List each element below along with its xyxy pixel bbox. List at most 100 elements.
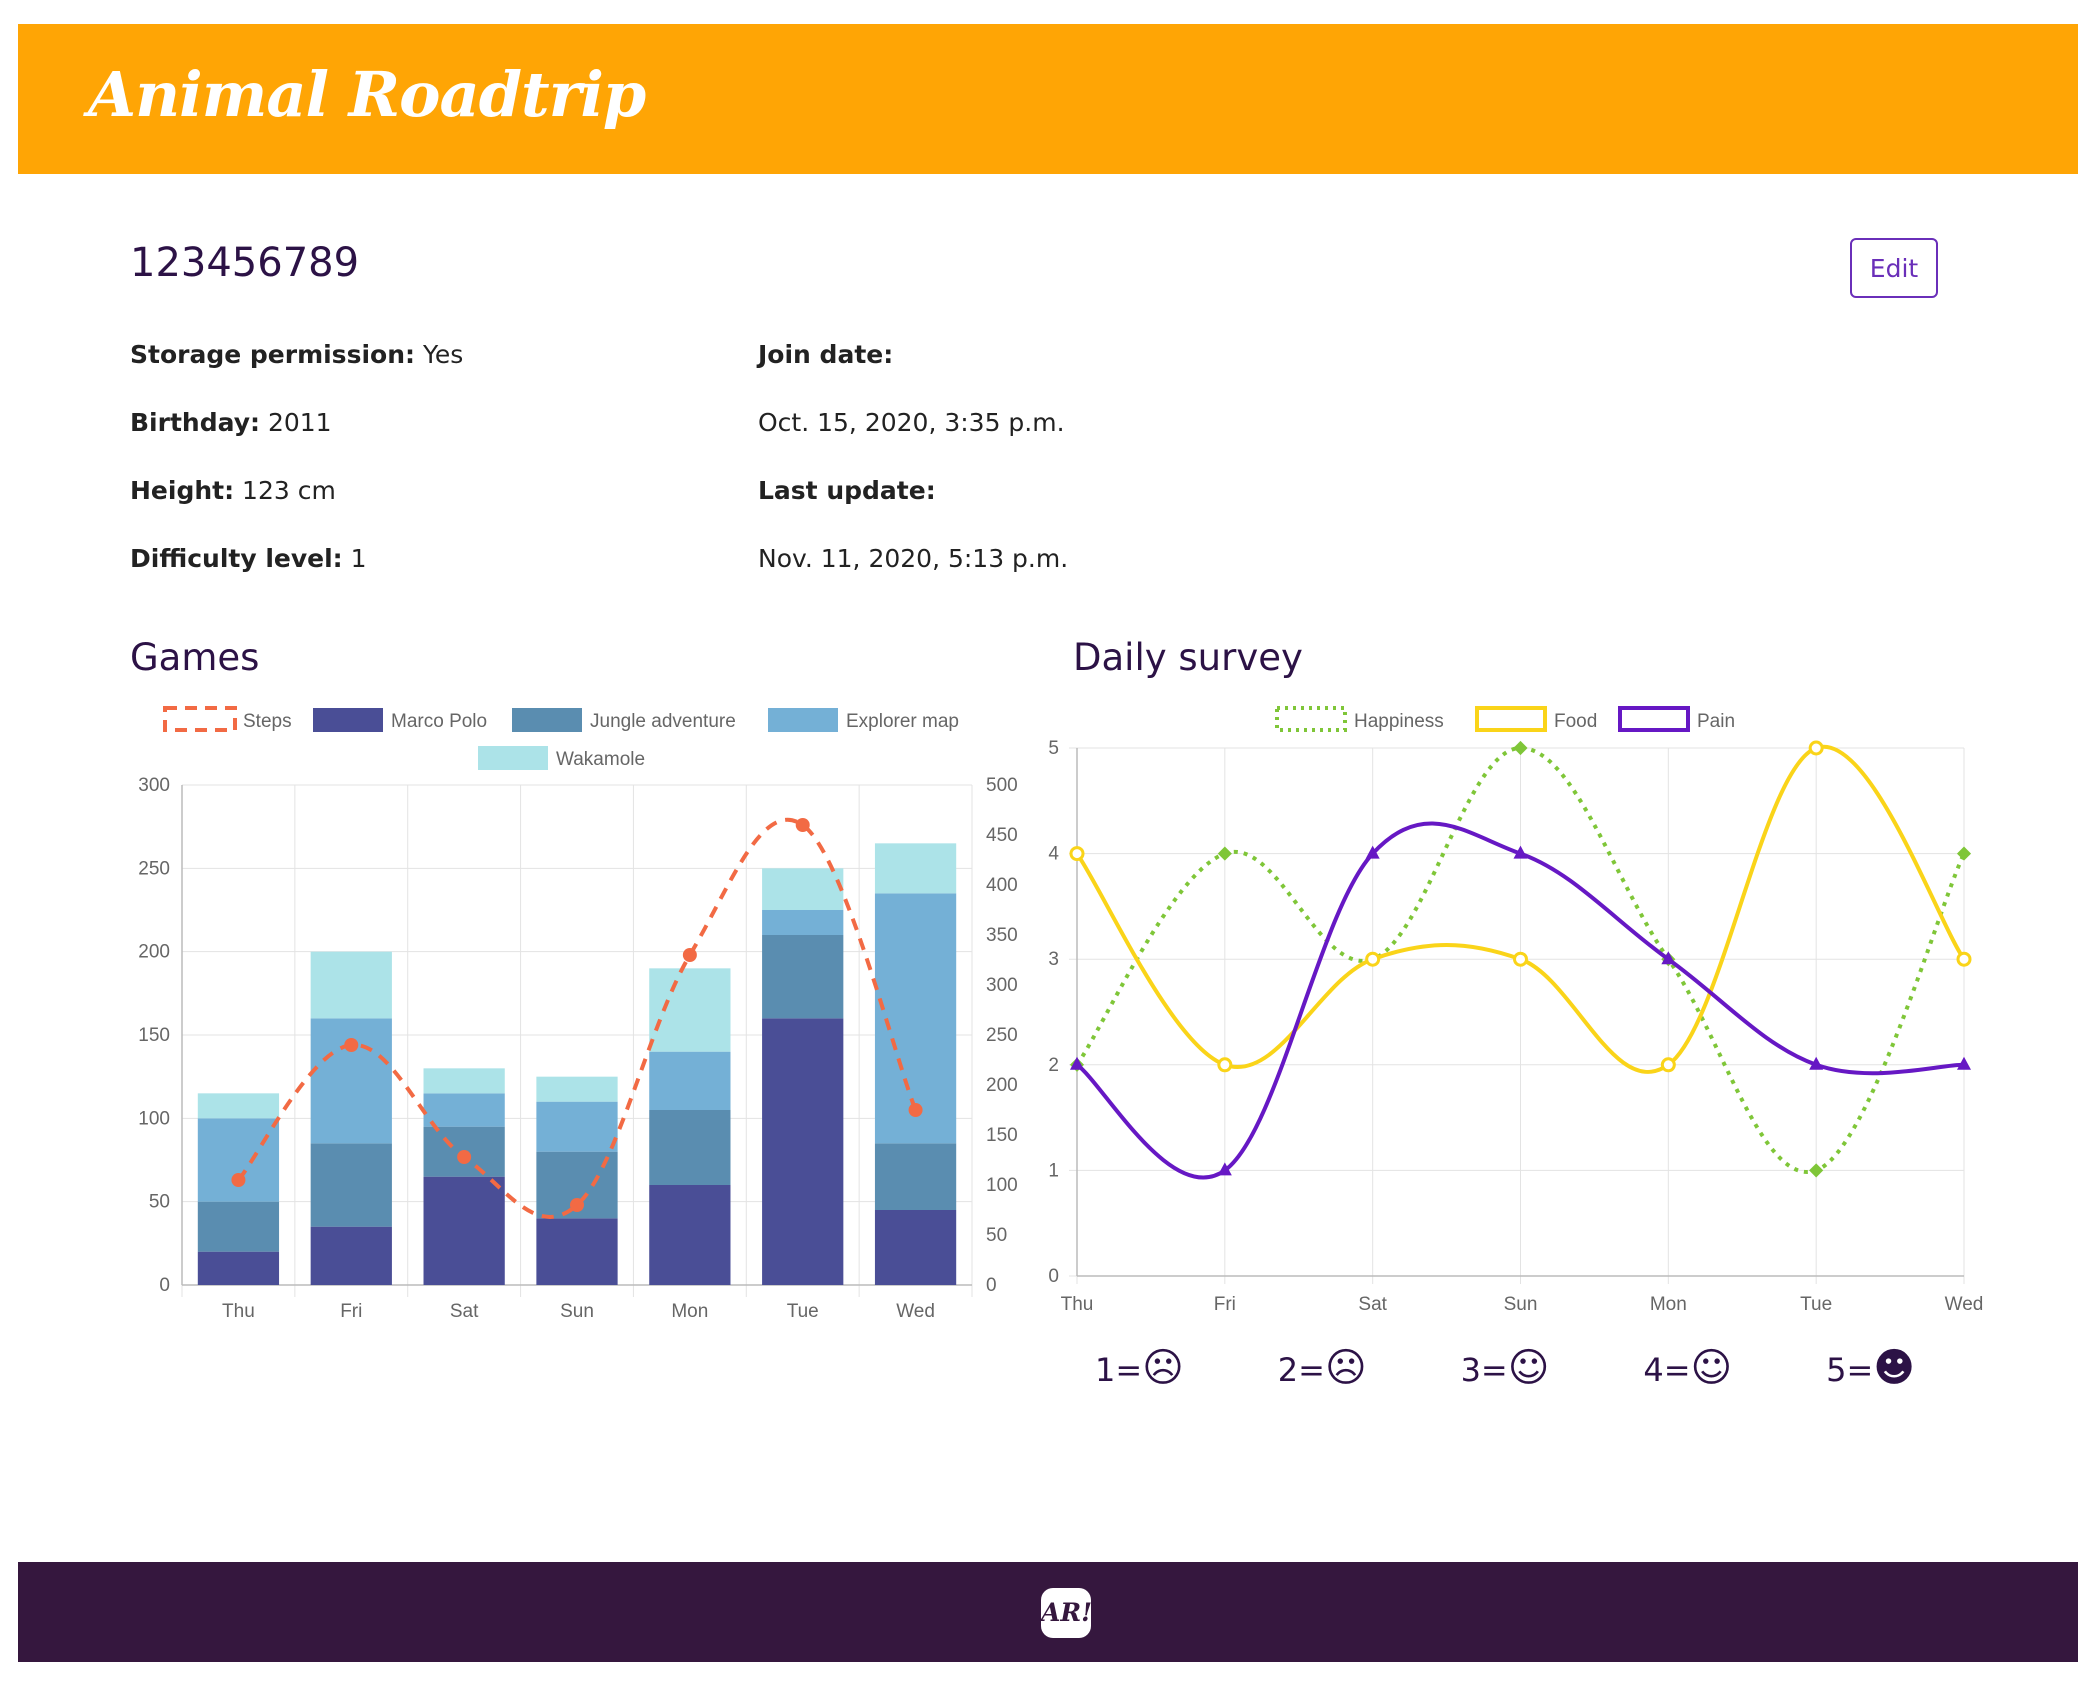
face-icon: ☻	[1873, 1345, 1915, 1391]
food-point	[1808, 740, 1824, 756]
storage-permission-value: Yes	[415, 340, 464, 369]
bar-jungle-adventure-tue	[762, 935, 844, 1019]
games-y2-tick: 50	[986, 1225, 1007, 1246]
food-point	[1365, 951, 1381, 967]
food-point	[1956, 951, 1972, 967]
games-y2-tick: 500	[986, 775, 1018, 796]
steps-point	[344, 1038, 359, 1052]
last-update-value: Nov. 11, 2020, 5:13 p.m.	[758, 544, 1069, 573]
bar-marco-polo-thu	[197, 1251, 280, 1285]
storage-permission-label: Storage permission:	[130, 340, 415, 369]
difficulty-value: 1	[342, 544, 367, 573]
games-x-tick: Sat	[450, 1301, 479, 1322]
legend-label: Wakamole	[556, 749, 645, 770]
scale-label: 3=	[1460, 1351, 1508, 1389]
games-y2-tick: 0	[986, 1275, 997, 1296]
legend-swatch	[478, 746, 548, 770]
legend-pain-swatch	[1618, 706, 1690, 732]
footer-logo[interactable]: AR!	[1041, 1588, 1092, 1638]
join-date-label: Join date:	[758, 340, 893, 369]
legend-label: Pain	[1697, 711, 1735, 732]
birthday-value: 2011	[260, 408, 332, 437]
survey-x-tick: Thu	[1061, 1294, 1094, 1315]
scale-label: 2=	[1277, 1351, 1325, 1389]
birthday: Birthday: 2011	[130, 408, 332, 437]
scale-item-3: 3=☺	[1461, 1345, 1550, 1405]
bar-marco-polo-fri	[310, 1226, 392, 1285]
bar-marco-polo-tue	[762, 1018, 844, 1285]
food-point	[1513, 951, 1528, 967]
survey-y-tick: 2	[1048, 1055, 1059, 1076]
happiness-point	[1513, 740, 1528, 756]
pain-point	[1513, 845, 1528, 859]
bar-jungle-adventure-mon	[649, 1110, 731, 1185]
bar-wakamole-wed	[874, 843, 957, 894]
games-y-tick: 50	[149, 1192, 170, 1213]
games-y2-tick: 400	[986, 875, 1018, 896]
legend-steps-swatch	[163, 706, 237, 732]
steps-point	[570, 1198, 584, 1212]
survey-x-tick: Mon	[1650, 1294, 1687, 1315]
games-y2-tick: 100	[986, 1175, 1018, 1196]
games-y-tick: 200	[138, 942, 170, 963]
games-y-tick: 300	[138, 775, 170, 796]
happiness-point	[1217, 846, 1232, 861]
survey-x-tick: Sun	[1504, 1294, 1538, 1315]
bar-jungle-adventure-thu	[197, 1201, 280, 1252]
app-title[interactable]: Animal Roadtrip	[88, 58, 646, 131]
face-icon: ☹	[1142, 1345, 1184, 1391]
bar-marco-polo-sat	[423, 1176, 505, 1285]
games-y-tick: 0	[159, 1275, 170, 1296]
games-y2-tick: 200	[986, 1075, 1018, 1096]
bar-jungle-adventure-wed	[874, 1143, 957, 1210]
scale-label: 4=	[1643, 1351, 1691, 1389]
daily-survey-title: Daily survey	[1073, 636, 1303, 679]
survey-y-tick: 3	[1048, 949, 1059, 970]
bar-wakamole-tue	[762, 868, 844, 910]
face-icon: ☺	[1507, 1345, 1550, 1391]
scale-item-2: 2=☹	[1278, 1345, 1367, 1405]
games-chart: 0 50 100 150 200 250 300 0 50 100 150 200 250 300 350 4…	[138, 706, 1018, 1322]
bar-wakamole-sun	[536, 1076, 618, 1102]
games-x-tick: Fri	[340, 1301, 362, 1322]
daily-survey-chart: 0 1 2 3 4 5 Thu Fri Sat Sun Mon Tue Wed Happiness Food…	[1048, 706, 1983, 1315]
survey-x-tick: Fri	[1214, 1294, 1236, 1315]
games-x-tick: Tue	[787, 1301, 819, 1322]
height: Height: 123 cm	[130, 476, 336, 505]
games-y-tick: 250	[138, 858, 170, 879]
pain-point	[1217, 1162, 1232, 1176]
pain-point	[1661, 951, 1676, 965]
bar-wakamole-thu	[197, 1093, 280, 1119]
steps-point	[908, 1103, 923, 1117]
games-x-tick: Thu	[222, 1301, 255, 1322]
legend-swatch	[512, 708, 582, 732]
height-label: Height:	[130, 476, 235, 505]
steps-point	[457, 1150, 472, 1164]
legend-label: Explorer map	[846, 711, 959, 732]
games-y2-tick: 350	[986, 925, 1018, 946]
pain-point	[1957, 1056, 1971, 1070]
join-date-label-text: Join date:	[758, 340, 894, 369]
face-icon: ☺	[1690, 1345, 1733, 1391]
scale-label: 1=	[1095, 1351, 1143, 1389]
bar-explorer-map-sat	[423, 1093, 505, 1127]
legend-label: Jungle adventure	[590, 711, 736, 732]
games-y2-tick: 250	[986, 1025, 1018, 1046]
birthday-label: Birthday:	[130, 408, 260, 437]
bar-explorer-map-wed	[874, 893, 957, 1144]
edit-button[interactable]: Edit	[1850, 238, 1938, 298]
legend-label: Marco Polo	[391, 711, 487, 732]
legend-swatch	[313, 708, 383, 732]
join-date-value: Oct. 15, 2020, 3:35 p.m.	[758, 408, 1065, 437]
steps-point	[795, 818, 810, 832]
bar-jungle-adventure-fri	[310, 1143, 392, 1227]
bar-explorer-map-sun	[536, 1101, 618, 1152]
survey-y-tick: 5	[1048, 738, 1059, 759]
survey-scale-legend: 1=☹ 2=☹ 3=☺ 4=☺ 5=☻	[1095, 1345, 1915, 1405]
survey-y-tick: 1	[1048, 1160, 1059, 1181]
bar-wakamole-sat	[423, 1068, 505, 1094]
food-point	[1069, 846, 1085, 862]
food-point	[1217, 1057, 1233, 1073]
legend-happiness-swatch	[1275, 706, 1347, 732]
header-bar: Animal Roadtrip	[18, 24, 2078, 174]
